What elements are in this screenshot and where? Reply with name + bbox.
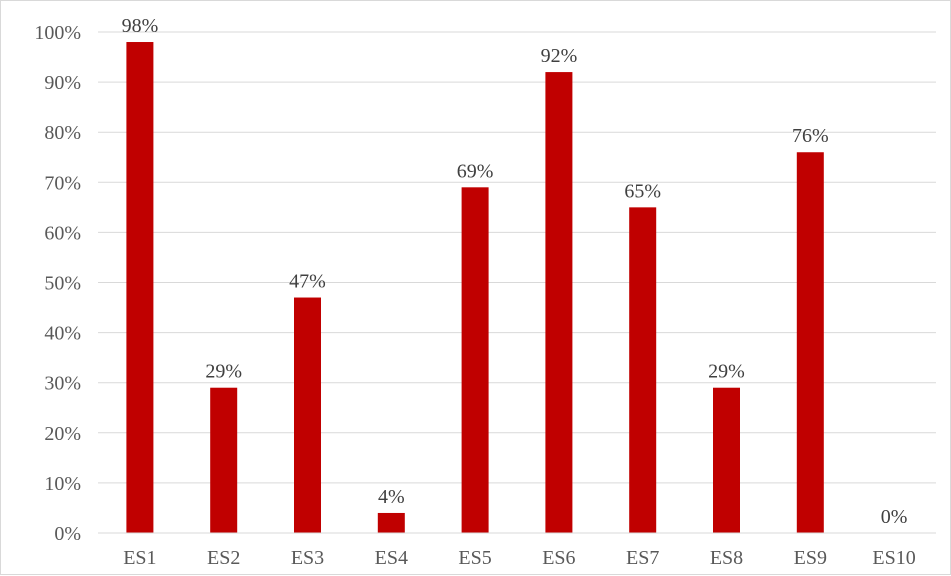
x-tick-label: ES7: [626, 547, 659, 569]
x-tick-label: ES9: [794, 547, 827, 569]
bar: [294, 297, 321, 533]
y-tick-label: 30%: [44, 373, 81, 395]
y-tick-label: 90%: [44, 72, 81, 94]
y-tick-label: 50%: [44, 273, 81, 295]
bar: [461, 187, 489, 533]
bar: [713, 387, 740, 533]
y-tick-label: 70%: [44, 172, 81, 194]
x-axis-tick-labels: ES1 ES2 ES3 ES4 ES5 ES6 ES7 ES8 ES9 ES10: [123, 547, 916, 569]
x-tick-label: ES8: [710, 547, 743, 569]
data-label: 29%: [708, 361, 745, 383]
bar: [796, 152, 824, 534]
x-tick-label: ES6: [542, 547, 575, 569]
y-tick-label: 100%: [34, 22, 81, 44]
bar: [629, 207, 657, 533]
x-tick-label: ES4: [375, 547, 408, 569]
bars: [126, 42, 824, 534]
data-label: 98%: [122, 15, 159, 37]
x-tick-label: ES5: [458, 547, 491, 569]
data-labels: 98% 29% 47% 4% 69% 92% 65% 29% 76% 0%: [122, 15, 908, 528]
x-tick-label: ES2: [207, 547, 240, 569]
data-label: 4%: [378, 486, 405, 508]
y-tick-label: 80%: [44, 122, 81, 144]
y-tick-label: 20%: [44, 423, 81, 445]
x-tick-label: ES3: [291, 547, 324, 569]
gridlines: [98, 31, 936, 484]
x-tick-label: ES10: [872, 547, 915, 569]
bar: [210, 387, 238, 533]
x-tick-label: ES1: [123, 547, 156, 569]
y-tick-label: 0%: [54, 523, 81, 545]
data-label: 69%: [457, 160, 494, 182]
bar: [126, 42, 154, 534]
bar: [377, 512, 405, 533]
data-label: 92%: [541, 45, 578, 67]
data-label: 76%: [792, 125, 829, 147]
data-label: 65%: [624, 180, 661, 202]
y-axis-tick-labels: 0% 10% 20% 30% 40% 50% 60% 70% 80% 90% 100%: [34, 22, 81, 545]
data-label: 0%: [881, 506, 908, 528]
y-tick-label: 60%: [44, 222, 81, 244]
data-label: 29%: [205, 361, 242, 383]
y-tick-label: 10%: [44, 473, 81, 495]
data-label: 47%: [289, 271, 326, 293]
y-tick-label: 40%: [44, 323, 81, 345]
bar: [545, 72, 573, 533]
